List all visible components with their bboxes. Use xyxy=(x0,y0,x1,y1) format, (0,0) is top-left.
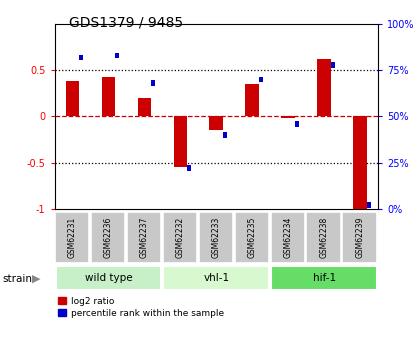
Bar xyxy=(91,211,126,263)
Text: GSM62233: GSM62233 xyxy=(212,217,221,258)
Bar xyxy=(56,266,161,290)
Text: ▶: ▶ xyxy=(32,274,40,284)
Bar xyxy=(163,211,197,263)
Bar xyxy=(102,77,116,117)
Text: vhl-1: vhl-1 xyxy=(203,273,229,283)
Text: GSM62236: GSM62236 xyxy=(104,217,113,258)
Bar xyxy=(55,211,89,263)
Bar xyxy=(66,81,79,117)
Bar xyxy=(281,117,295,118)
Bar xyxy=(199,211,233,263)
Bar xyxy=(115,53,119,58)
Text: GSM62231: GSM62231 xyxy=(68,217,77,258)
Bar xyxy=(367,202,371,208)
Text: GSM62239: GSM62239 xyxy=(356,217,365,258)
Legend: log2 ratio, percentile rank within the sample: log2 ratio, percentile rank within the s… xyxy=(55,293,228,321)
Text: GSM62238: GSM62238 xyxy=(320,217,328,258)
Text: GDS1379 / 9485: GDS1379 / 9485 xyxy=(69,16,183,30)
Bar xyxy=(163,266,269,290)
Text: GSM62235: GSM62235 xyxy=(248,217,257,258)
Bar xyxy=(210,117,223,130)
Bar xyxy=(138,98,151,117)
Text: strain: strain xyxy=(2,274,32,284)
Bar xyxy=(270,211,305,263)
Bar xyxy=(173,117,187,167)
Bar xyxy=(235,211,269,263)
Bar xyxy=(79,55,83,60)
Text: GSM62232: GSM62232 xyxy=(176,217,185,258)
Bar xyxy=(307,211,341,263)
Text: wild type: wild type xyxy=(85,273,132,283)
Bar xyxy=(127,211,161,263)
Bar xyxy=(271,266,377,290)
Bar xyxy=(151,80,155,86)
Text: GSM62234: GSM62234 xyxy=(284,217,293,258)
Bar xyxy=(331,62,335,68)
Bar xyxy=(353,117,367,209)
Bar xyxy=(187,165,191,171)
Bar xyxy=(317,59,331,117)
Text: hif-1: hif-1 xyxy=(312,273,336,283)
Bar xyxy=(223,132,227,138)
Bar xyxy=(259,77,263,82)
Bar xyxy=(342,211,377,263)
Text: GSM62237: GSM62237 xyxy=(140,217,149,258)
Bar xyxy=(245,84,259,117)
Bar xyxy=(295,121,299,127)
